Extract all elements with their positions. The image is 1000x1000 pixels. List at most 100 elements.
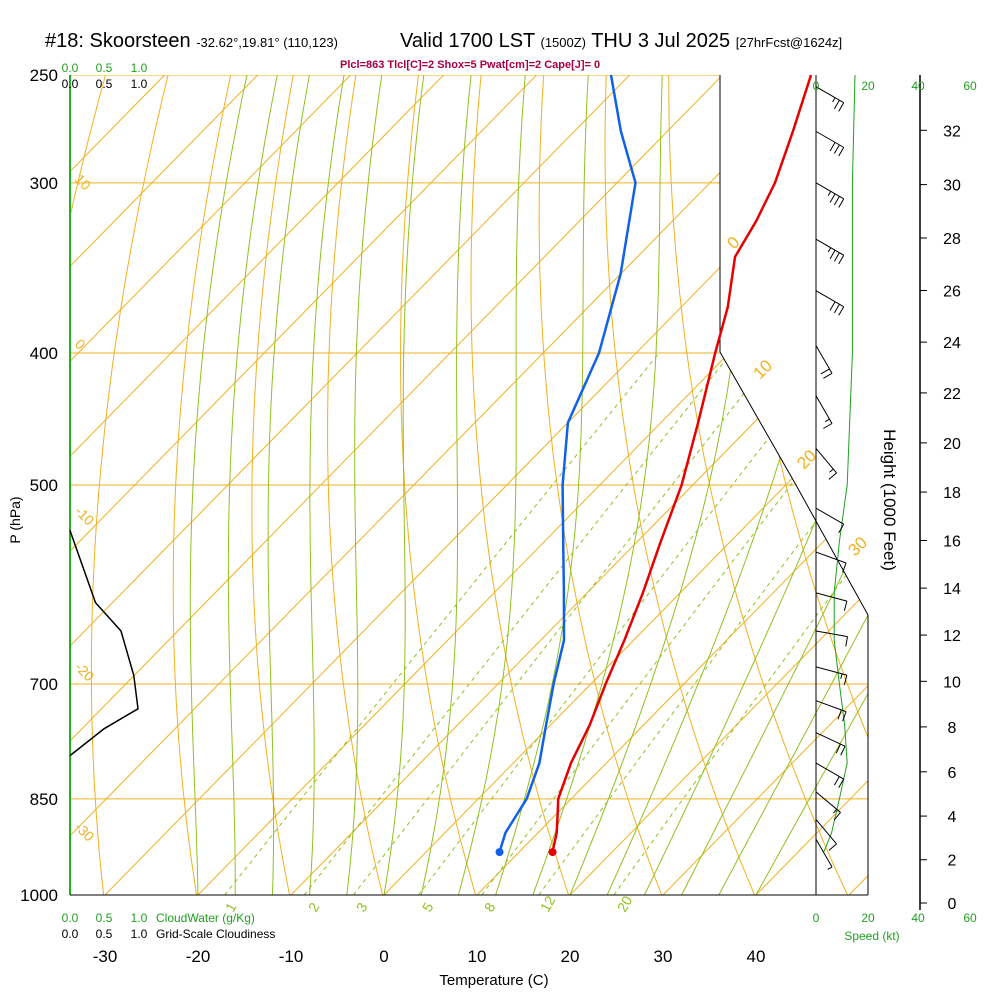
barb-flag [820,368,830,375]
barb-shaft [815,762,844,780]
cloudiness-scale-label: 0.0 [62,927,79,941]
cloudwater-scale-label: 1.0 [131,61,148,75]
pressure-tick-label: 1000 [20,886,58,905]
barb-flag [832,97,836,103]
barb-flag [838,254,845,265]
barb-flag [837,709,842,720]
temperature-tick-label: 40 [747,947,766,966]
mixing-ratio-line [303,352,732,895]
height-tick-label: 10 [943,674,961,691]
zulu-time: (1500Z) [540,35,587,50]
speed-axis-title: Speed (kt) [844,929,899,943]
barb-shaft [815,86,844,104]
cloudwater-scale-label: 0.0 [62,61,79,75]
barb-flag [827,191,832,196]
isotherm-label: 10 [749,356,776,383]
moist-adiabat-line [420,75,472,895]
isotherm-line [70,75,816,895]
cloudiness-scale-label: 0.5 [96,77,113,91]
wind-barb [815,630,849,647]
mixing-ratio-label: 20 [614,893,636,915]
barb-flag [838,102,845,112]
dry-adiabat-line [982,75,1000,895]
mixing-ratio-line [418,352,836,895]
pressure-tick-label: 700 [30,675,58,694]
wind-panel [815,74,856,895]
wind-barb [815,551,847,573]
barb-flag [833,196,840,206]
temperature-tick-label: -20 [186,947,211,966]
surface-dewpoint-point [495,848,504,857]
barb-flag [838,306,845,316]
pressure-tick-label: 300 [30,174,58,193]
barb-flag [833,808,838,814]
barb-flag [833,303,840,314]
isotherm-line [70,75,537,895]
wind-barb [815,345,833,379]
wind-barb [815,290,845,316]
moist-adiabat-line [189,75,248,895]
barb-flag [842,562,847,573]
height-tick-label: 16 [943,533,961,550]
wind-barb [815,791,841,821]
station-title: #18: Skoorsteen -32.62°,19.81° (110,123) [45,30,338,53]
cloudiness-line [69,530,139,757]
barb-flag [843,675,848,685]
barb-flag [829,468,834,473]
cloudiness-title: Grid-Scale Cloudiness [156,927,275,941]
dry-adiabat-label: 10 [72,171,94,193]
temperature-tick-label: 10 [468,947,487,966]
station-coords: -32.62°,19.81° (110,123) [196,35,338,50]
dry-adiabat-line [251,75,294,895]
wind-barb [815,507,845,534]
plot-frame [69,75,869,896]
mixing-ratio-line [613,352,868,895]
barb-flag [833,776,840,786]
dry-adiabat-line [856,75,868,895]
temperature-tick-label: 30 [654,947,673,966]
cloudwater-scale-label: 0.5 [96,911,113,925]
height-tick-label: 4 [948,809,957,826]
mixing-ratio-label: 5 [419,900,437,915]
barb-flag [824,418,830,423]
barb-flag [838,198,845,208]
wind-barb [815,819,837,851]
wind-barb [815,238,845,265]
dewpoint-line [498,74,637,853]
isotherm-line [70,75,723,895]
barb-flag [828,843,837,851]
wind-barb [815,395,833,429]
temperature-line [551,74,813,853]
wind-speed-line [823,74,856,853]
wind-barb [815,448,837,480]
barb-flag [823,372,833,379]
barb-shaft [815,630,848,638]
barb-flag [833,252,840,262]
barb-flag [838,778,845,788]
barb-shaft [815,290,844,308]
dry-adiabat-label: -10 [72,503,98,529]
barb-flag [829,301,836,311]
pressure-axis-title: P (hPa) [7,496,23,543]
cloudwater-scale-label: 0.0 [62,911,79,925]
moist-adiabat-line [681,75,868,895]
cloudiness-scale-label: 1.0 [131,77,148,91]
speed-scale-label: 60 [963,911,977,925]
moist-adiabat-line [267,75,310,895]
barb-shaft [815,130,844,148]
dry-adiabat-line [172,75,232,895]
background-lines [70,75,1000,895]
sounding-profiles [495,74,813,857]
cloudiness-scale-label: 0.5 [96,927,113,941]
height-tick-label: 12 [943,628,961,645]
dry-adiabat-line [538,75,663,895]
barb-flag [835,743,841,754]
isotherm-line [662,75,868,895]
temperature-tick-label: -10 [279,947,304,966]
cloudwater-title: CloudWater (g/Kg) [156,911,255,925]
barb-flag [833,144,840,154]
cloudwater-scale-label: 1.0 [131,911,148,925]
barb-shaft [815,838,833,868]
pressure-tick-label: 500 [30,476,58,495]
